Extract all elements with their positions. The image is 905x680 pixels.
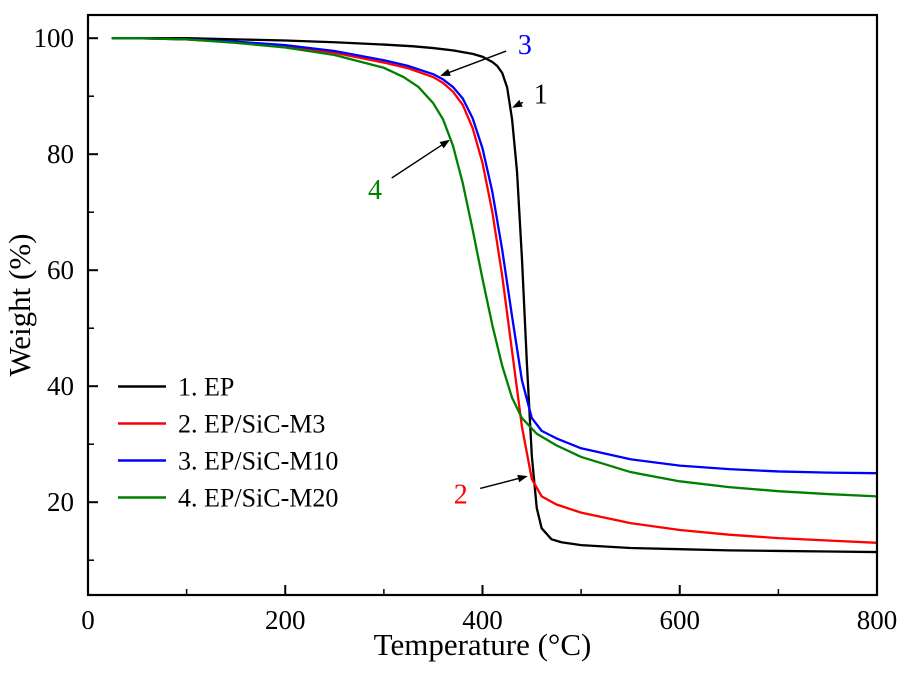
- legend-label-4: 4. EP/SiC-M20: [178, 484, 338, 513]
- annotation-arrow-4: [391, 143, 444, 179]
- annotation-arrow-2: [479, 477, 521, 490]
- y-tick-label: 80: [47, 139, 74, 169]
- annotation-arrowhead-1: [512, 99, 523, 108]
- x-tick-label: 800: [857, 605, 898, 635]
- x-tick-label: 400: [462, 605, 503, 635]
- y-tick-label: 60: [47, 255, 74, 285]
- legend-label-1: 1. EP: [178, 373, 234, 402]
- y-tick-label: 20: [47, 487, 74, 517]
- curve-3: [111, 37, 879, 475]
- x-tick-label: 600: [660, 605, 701, 635]
- curve-1: [111, 37, 879, 554]
- legend-label-3: 3. EP/SiC-M10: [178, 447, 338, 476]
- annotation-label-1: 1: [534, 79, 548, 110]
- annotation-arrowhead-4: [439, 139, 450, 149]
- annotation-arrow-3: [447, 50, 507, 74]
- curve-4: [111, 37, 879, 498]
- x-axis-label: Temperature (°C): [374, 627, 592, 662]
- x-tick-label: 200: [265, 605, 306, 635]
- y-tick-label: 100: [34, 23, 75, 53]
- annotation-label-4: 4: [368, 175, 382, 206]
- annotation-label-2: 2: [454, 480, 468, 511]
- annotation-label-3: 3: [518, 30, 532, 61]
- x-tick-label: 0: [81, 605, 95, 635]
- y-tick-label: 40: [47, 371, 74, 401]
- legend-label-2: 2. EP/SiC-M3: [178, 410, 325, 439]
- annotation-arrowhead-3: [440, 68, 451, 76]
- curve-2: [111, 37, 879, 544]
- y-axis-label: Weight (%): [2, 234, 37, 377]
- annotation-arrowhead-2: [517, 474, 528, 483]
